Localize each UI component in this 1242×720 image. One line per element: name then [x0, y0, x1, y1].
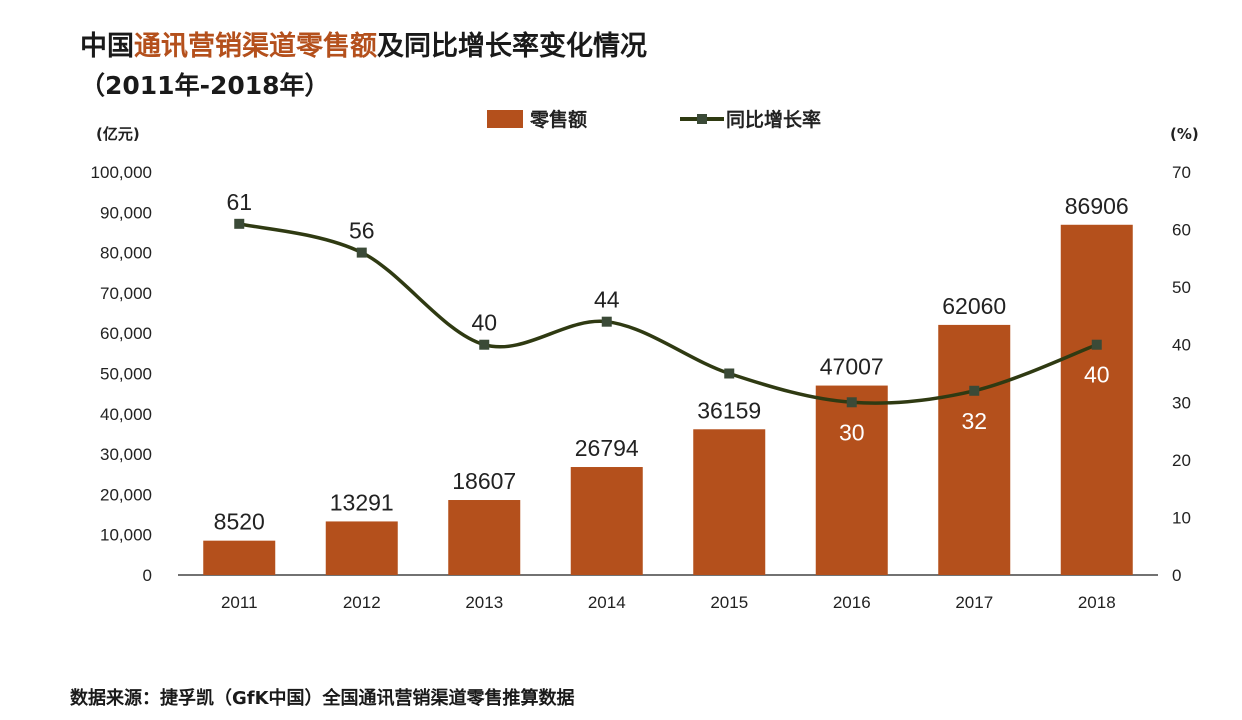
legend-label-growth-rate: 同比增长率: [726, 108, 821, 131]
growth-rate-marker: [601, 316, 612, 327]
left-axis-tick-label: 0: [143, 566, 152, 585]
left-axis-tick-label: 80,000: [100, 244, 152, 263]
growth-rate-label: 40: [1084, 362, 1110, 388]
bar-value-label: 13291: [330, 489, 394, 515]
bar-value-label: 47007: [820, 354, 884, 380]
x-axis-tick-label: 2017: [955, 593, 993, 612]
left-axis-unit: (亿元): [96, 125, 140, 143]
right-axis-tick-label: 20: [1172, 451, 1191, 470]
right-axis-unit: (%): [1170, 125, 1199, 143]
left-axis-tick-label: 30,000: [100, 445, 152, 464]
x-axis-tick-label: 2013: [465, 593, 503, 612]
left-axis-tick-label: 90,000: [100, 203, 152, 222]
x-axis-tick-label: 2015: [710, 593, 748, 612]
growth-rate-marker: [846, 397, 857, 408]
growth-rate-label: 56: [349, 218, 375, 244]
chart-subtitle: （2011年-2018年）: [80, 71, 330, 100]
bar-retail-sales: [203, 540, 276, 575]
combo-chart: (亿元) (%) 0 10,000 20,000 30,000 40,000 50,000 60…: [91, 108, 1199, 612]
bar-retail-sales: [1060, 224, 1133, 576]
bar-retail-sales: [938, 324, 1011, 575]
source-note: 数据来源：捷孚凯（GfK中国）全国通讯营销渠道零售推算数据: [70, 688, 575, 709]
growth-rate-marker: [479, 339, 490, 350]
growth-rate-marker: [356, 247, 367, 258]
bar-value-label: 26794: [575, 435, 639, 461]
growth-rate-marker: [234, 218, 245, 229]
chart-title-highlight: 通讯营销渠道零售额: [134, 31, 377, 62]
left-axis-tick-label: 50,000: [100, 365, 152, 384]
bar-retail-sales: [570, 467, 643, 575]
bar-retail-sales: [693, 429, 766, 575]
bar-retail-sales: [325, 521, 398, 575]
growth-rate-label: 61: [226, 189, 252, 215]
growth-rate-label: 44: [594, 287, 620, 313]
growth-rate-label: 32: [961, 408, 987, 434]
x-axis-tick-label: 2016: [833, 593, 871, 612]
left-axis-tick-label: 70,000: [100, 284, 152, 303]
left-axis-tick-label: 40,000: [100, 405, 152, 424]
x-axis-tick-label: 2018: [1078, 593, 1116, 612]
bar-value-label: 62060: [942, 293, 1006, 319]
right-axis-tick-label: 60: [1172, 221, 1191, 240]
chart-title: 中国通讯营销渠道零售额及同比增长率变化情况: [80, 24, 647, 63]
growth-rate-marker: [1091, 339, 1102, 350]
legend-label-retail-sales: 零售额: [529, 108, 587, 131]
left-axis-tick-label: 20,000: [100, 485, 152, 504]
chart-title-prefix: 中国: [80, 31, 134, 62]
left-axis-tick-label: 10,000: [100, 526, 152, 545]
x-axis-tick-label: 2012: [343, 593, 381, 612]
bar-value-label: 86906: [1065, 193, 1129, 219]
x-axis-tick-label: 2011: [221, 593, 258, 612]
bar-value-label: 18607: [452, 468, 516, 494]
growth-rate-label: 30: [839, 419, 865, 445]
x-axis-tick-label: 2014: [588, 593, 626, 612]
growth-rate-marker: [969, 385, 980, 396]
right-axis-tick-label: 50: [1172, 278, 1191, 297]
right-axis-tick-label: 10: [1172, 508, 1191, 527]
right-axis-tick-label: 30: [1172, 393, 1191, 412]
left-axis-tick-label: 60,000: [100, 324, 152, 343]
legend-swatch-retail-sales: [487, 110, 523, 128]
right-axis-tick-label: 40: [1172, 336, 1191, 355]
growth-rate-label: 40: [471, 310, 497, 336]
bar-retail-sales: [448, 500, 521, 575]
right-axis-tick-label: 70: [1172, 163, 1191, 182]
left-axis-tick-label: 100,000: [91, 163, 152, 182]
growth-rate-line: [238, 222, 1098, 405]
bar-value-label: 8520: [214, 509, 265, 535]
bar-retail-sales: [815, 385, 888, 575]
bar-value-label: 36159: [697, 397, 761, 423]
legend-marker-growth-rate: [697, 114, 707, 124]
chart-title-suffix: 及同比增长率变化情况: [377, 31, 647, 62]
growth-rate-marker: [724, 368, 735, 379]
right-axis-tick-label: 0: [1172, 566, 1181, 585]
